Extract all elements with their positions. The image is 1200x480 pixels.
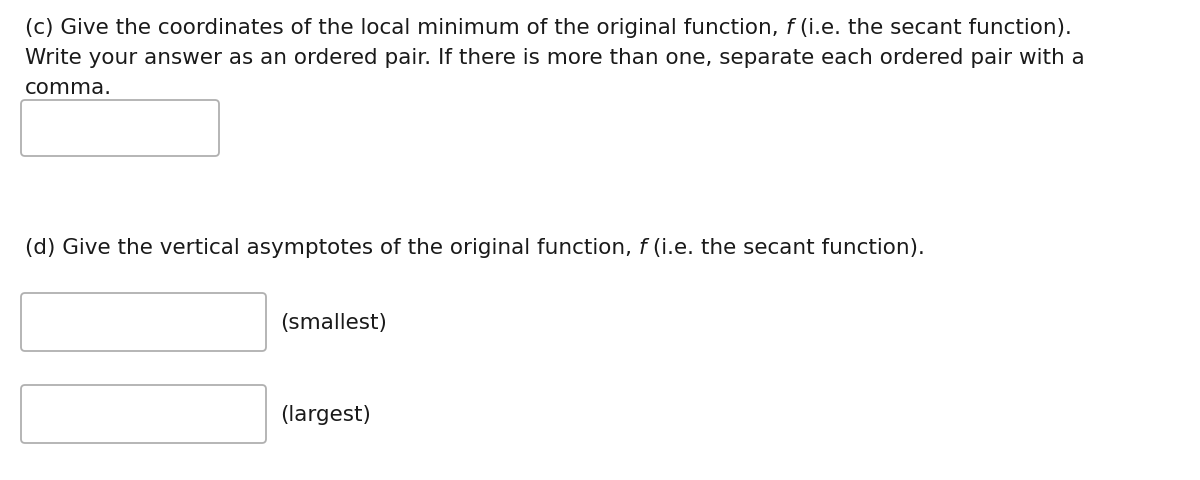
Text: (i.e. the secant function).: (i.e. the secant function). <box>647 238 925 257</box>
Text: comma.: comma. <box>25 78 112 98</box>
Text: f: f <box>638 238 647 257</box>
Text: f: f <box>786 18 793 38</box>
Text: (d) Give the vertical asymptotes of the original function,: (d) Give the vertical asymptotes of the … <box>25 238 638 257</box>
FancyBboxPatch shape <box>22 101 220 156</box>
Text: (i.e. the secant function).: (i.e. the secant function). <box>793 18 1072 38</box>
Text: (largest): (largest) <box>280 404 371 424</box>
FancyBboxPatch shape <box>22 293 266 351</box>
Text: (smallest): (smallest) <box>280 312 386 332</box>
FancyBboxPatch shape <box>22 385 266 443</box>
Text: Write your answer as an ordered pair. If there is more than one, separate each o: Write your answer as an ordered pair. If… <box>25 48 1085 68</box>
Text: (c) Give the coordinates of the local minimum of the original function,: (c) Give the coordinates of the local mi… <box>25 18 786 38</box>
